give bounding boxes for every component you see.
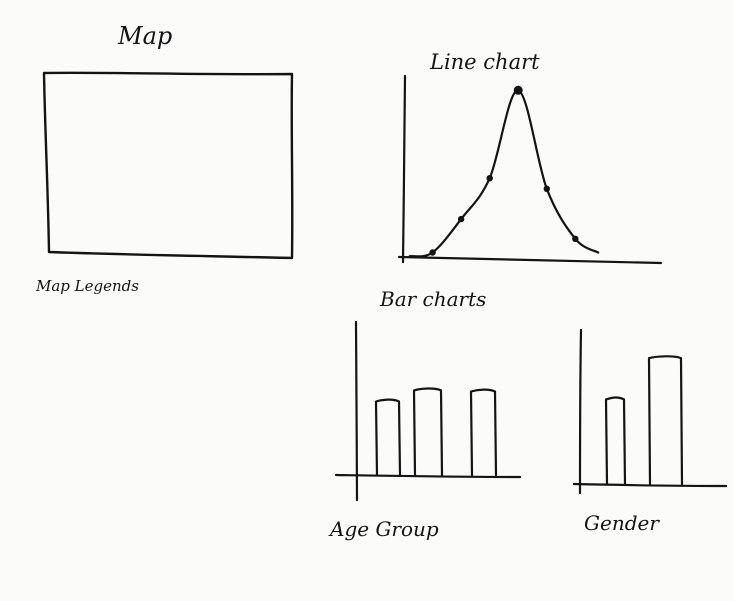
line-point <box>486 175 493 182</box>
line-chart <box>397 74 663 265</box>
line-chart-y-axis <box>401 74 407 264</box>
line-point <box>543 185 550 192</box>
bar-charts-title: Bar charts <box>379 287 486 311</box>
line-chart-x-axis <box>397 255 663 265</box>
line-point <box>429 249 436 256</box>
line-series <box>408 89 600 258</box>
age-group-bar <box>412 387 444 477</box>
line-point <box>457 215 465 223</box>
gender-bar <box>604 396 627 486</box>
gender-bar-chart <box>572 328 728 495</box>
map-legends-label: Map Legends <box>35 277 139 295</box>
age-group-bar-chart <box>334 320 522 502</box>
gender-x-axis <box>572 482 728 488</box>
gender-y-axis <box>578 328 583 495</box>
line-point <box>513 85 523 95</box>
map-frame <box>42 71 294 260</box>
age-group-x-axis <box>334 473 522 479</box>
gender-label: Gender <box>584 511 660 535</box>
age-group-y-axis <box>354 320 359 502</box>
line-chart-title: Line chart <box>429 50 540 74</box>
line-point <box>572 235 579 242</box>
age-group-bar <box>374 398 402 477</box>
age-group-bar <box>469 388 498 477</box>
map-title: Map <box>117 22 172 50</box>
age-group-label: Age Group <box>328 517 439 541</box>
gender-bar <box>647 355 684 486</box>
